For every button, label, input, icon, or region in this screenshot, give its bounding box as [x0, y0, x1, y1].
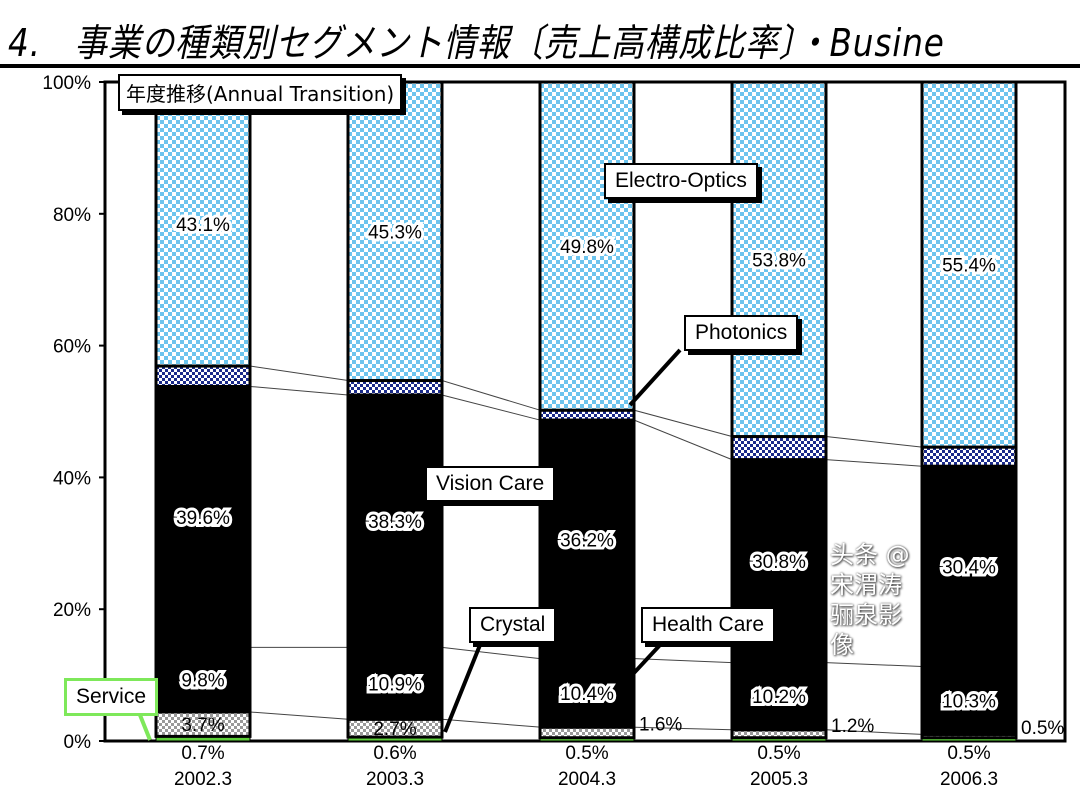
- connector-line: [633, 726, 733, 731]
- value-label: 0.5%: [565, 743, 608, 764]
- value-label: 1.2%: [831, 716, 874, 737]
- health-care-arrow: [618, 643, 662, 690]
- bar-segment-health-care: [538, 657, 636, 729]
- bar-segment-electro-optics: [346, 80, 444, 383]
- value-label: 55.4%: [942, 256, 996, 277]
- bar-segment-photonics: [730, 435, 828, 462]
- bar-segment-vision-care: [346, 393, 444, 649]
- value-label: 36.2%: [560, 530, 614, 551]
- bar-segment-electro-optics: [154, 80, 252, 368]
- bar-segment-health-care: [346, 645, 444, 721]
- y-tick-label: 60%: [53, 337, 91, 358]
- y-tick-label: 100%: [42, 73, 91, 94]
- y-tick-label: 0%: [64, 732, 92, 753]
- connector-line: [633, 409, 733, 438]
- bar-segment-electro-optics: [538, 80, 636, 412]
- value-label: 43.1%: [176, 215, 230, 236]
- legend-callout-service: Service: [64, 678, 159, 716]
- legend-callout-photonics: Photonics: [684, 315, 799, 351]
- value-label: 10.2%: [752, 687, 806, 708]
- connector-line: [633, 419, 733, 461]
- bar-segment-health-care: [920, 665, 1018, 736]
- y-tick-label: 80%: [53, 205, 91, 226]
- connector-line: [249, 385, 349, 396]
- watermark: 头条 @宋渭涛骊泉影像: [830, 541, 910, 659]
- value-label: 0.5%: [1021, 718, 1064, 739]
- x-tick-label: 2006.3: [940, 769, 998, 790]
- value-label: 1.5%: [565, 428, 608, 449]
- connector-line: [441, 718, 541, 728]
- service-arrow: [138, 714, 152, 741]
- value-label: 49.8%: [560, 237, 614, 258]
- legend-callout-vision-care: Vision Care: [425, 466, 556, 502]
- value-label: 53.8%: [752, 250, 806, 271]
- connector-line: [633, 658, 733, 664]
- photonics-arrow: [628, 348, 682, 407]
- value-label: 2.2%: [373, 403, 416, 424]
- crystal-arrow: [443, 644, 482, 733]
- x-tick-label: 2003.3: [366, 769, 424, 790]
- value-label: 3.5%: [757, 468, 800, 489]
- connector-line: [825, 662, 923, 668]
- bar-segment-photonics: [154, 364, 252, 388]
- value-label: 1.6%: [639, 714, 682, 735]
- bar-segment-electro-optics: [730, 80, 828, 439]
- connector-line: [249, 365, 349, 382]
- connector-line: [441, 646, 541, 660]
- connector-line: [249, 711, 349, 720]
- title-underline: [0, 64, 1080, 68]
- bar-segment-electro-optics: [920, 80, 1018, 449]
- legend-callout-electro-optics: Electro-Optics: [604, 163, 758, 199]
- y-tick-label: 40%: [53, 468, 91, 489]
- bar-segment-photonics: [346, 379, 444, 397]
- legend-callout-health-care: Health Care: [641, 607, 776, 643]
- value-label: 0.5%: [947, 743, 990, 764]
- connector-line: [825, 729, 923, 735]
- bar-segment-health-care: [730, 661, 828, 732]
- x-tick-label: 2005.3: [750, 769, 808, 790]
- annual-transition-label: 年度推移(Annual Transition): [118, 74, 403, 111]
- connector-line: [441, 394, 541, 421]
- value-label: 9.8%: [181, 671, 224, 692]
- x-tick-label: 2004.3: [558, 769, 616, 790]
- value-label: 45.3%: [368, 222, 422, 243]
- connector-line: [825, 459, 923, 467]
- x-tick-label: 2002.3: [174, 769, 232, 790]
- connector-line: [441, 380, 541, 411]
- value-label: 38.3%: [368, 512, 422, 533]
- value-label: 3.7%: [181, 715, 224, 736]
- value-label: 0.6%: [373, 743, 416, 764]
- value-label: 3.1%: [181, 394, 224, 415]
- value-label: 39.6%: [176, 508, 230, 529]
- value-label: 30.4%: [942, 557, 996, 578]
- value-label: 0.5%: [757, 743, 800, 764]
- value-label: 10.4%: [560, 684, 614, 705]
- bar-segment-crystal: [538, 725, 636, 740]
- value-label: 10.9%: [368, 674, 422, 695]
- bar-segment-photonics: [920, 445, 1018, 468]
- value-label: 2.7%: [373, 719, 416, 740]
- value-label: 10.3%: [942, 691, 996, 712]
- value-label: 0.7%: [181, 743, 224, 764]
- value-label: 2.9%: [947, 474, 990, 495]
- y-tick-label: 20%: [53, 600, 91, 621]
- value-label: 30.8%: [752, 552, 806, 573]
- connector-line: [825, 436, 923, 448]
- chart-title: 4. 事業の種類別セグメント情報〔売上高構成比率〕・Busine: [8, 21, 945, 65]
- legend-callout-crystal: Crystal: [469, 607, 557, 643]
